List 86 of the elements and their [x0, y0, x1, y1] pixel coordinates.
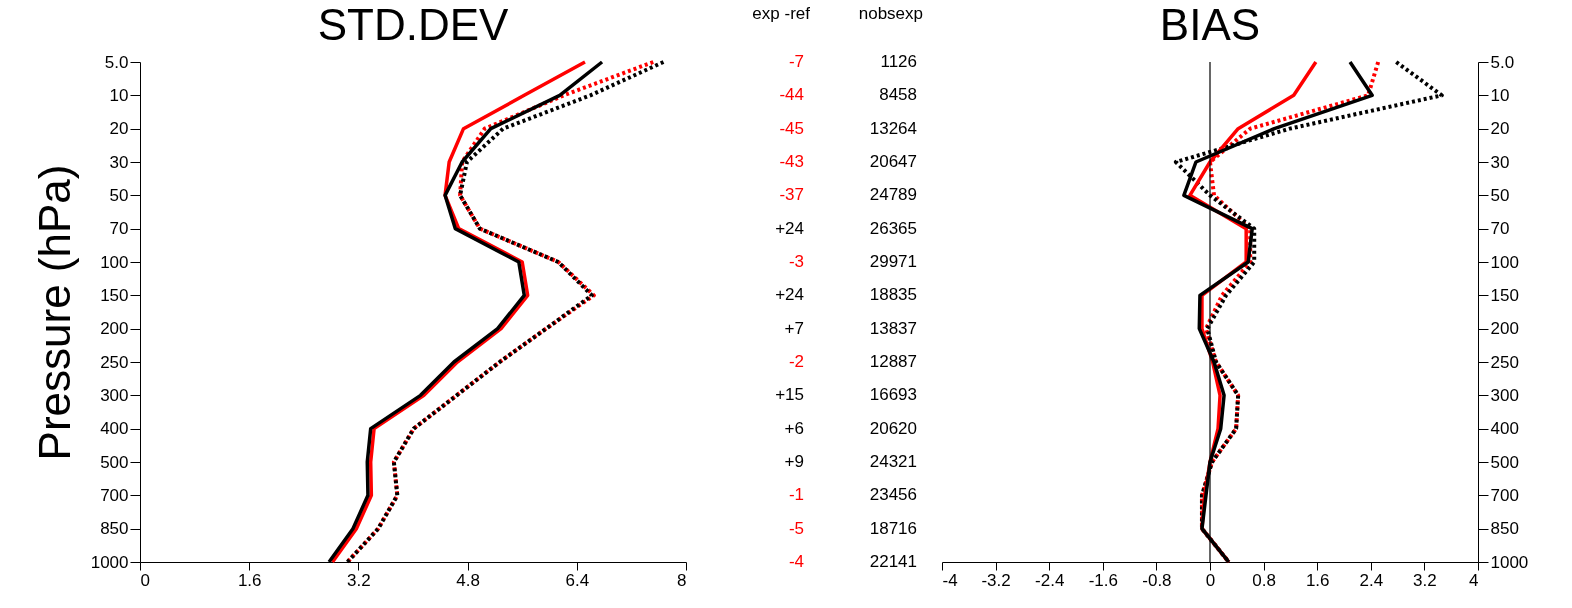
text: +24 — [775, 285, 804, 305]
x-tick-label: -3.2 — [981, 570, 1011, 590]
text: exp -ref — [752, 4, 811, 23]
y-tick-label: 50 — [1490, 185, 1510, 205]
y-tick-label: 5.0 — [104, 52, 129, 72]
x-tick-label: 0 — [140, 570, 150, 590]
y-tick-label: 100 — [1490, 252, 1519, 272]
text: -1 — [788, 485, 804, 505]
y-axis-title: Pressure (hPa) — [29, 164, 79, 461]
y-tick-label: 850 — [100, 519, 129, 539]
text: +6 — [784, 418, 804, 438]
x-tick-label: 2.4 — [1359, 570, 1384, 590]
text: -7 — [788, 52, 804, 71]
x-tick-label: 4.8 — [456, 570, 480, 590]
text: -3 — [788, 252, 804, 271]
x-tick-label: 8 — [677, 570, 687, 590]
text: 13264 — [869, 118, 917, 138]
text: -43 — [779, 152, 804, 171]
y-tick-label: 50 — [109, 185, 129, 205]
y-tick-label: 30 — [1490, 152, 1510, 172]
x-tick-label: 0 — [1205, 570, 1216, 590]
x-tick-label: 3.2 — [1413, 570, 1437, 590]
y-tick-label: 400 — [100, 419, 129, 439]
text: +24 — [775, 218, 804, 238]
text: -2 — [788, 352, 804, 371]
text: 12887 — [869, 352, 917, 371]
text: 22141 — [869, 552, 917, 571]
x-tick-label: 4 — [1469, 570, 1479, 590]
y-tick-label: 150 — [100, 285, 129, 305]
y-tick-label: 70 — [1490, 219, 1510, 239]
y-tick-label: 10 — [109, 85, 129, 105]
y-tick-label: 250 — [1490, 352, 1519, 372]
text: nobsexp — [858, 4, 923, 23]
text: 18716 — [869, 518, 917, 538]
y-tick-label: 1000 — [90, 552, 129, 572]
y-tick-label: 300 — [1490, 385, 1519, 405]
y-tick-label: 400 — [1490, 419, 1519, 439]
x-tick-label: 0.8 — [1252, 570, 1276, 590]
text: 16693 — [869, 385, 917, 405]
text: 24789 — [869, 185, 917, 205]
text: 13837 — [869, 318, 917, 338]
y-tick-label: 100 — [100, 252, 129, 272]
y-tick-label: 850 — [1490, 519, 1519, 539]
y-tick-label: 700 — [100, 485, 129, 505]
chart-title: STD.DEV — [317, 0, 509, 49]
text: 26365 — [869, 218, 917, 238]
x-tick-label: 1.6 — [237, 570, 262, 590]
x-tick-label: 3.2 — [347, 570, 371, 590]
text: 24321 — [869, 452, 917, 471]
y-tick-label: 5.0 — [1490, 52, 1515, 72]
text: 20620 — [869, 418, 917, 438]
text: -44 — [779, 85, 804, 105]
text: +7 — [784, 318, 804, 338]
text: 20647 — [869, 152, 917, 171]
x-tick-label: -1.6 — [1088, 570, 1118, 590]
text: -37 — [779, 185, 804, 205]
y-tick-label: 1000 — [1490, 552, 1529, 572]
y-tick-label: 10 — [1490, 85, 1510, 105]
x-tick-label: -0.8 — [1142, 570, 1172, 590]
text: 23456 — [869, 485, 917, 505]
text: 8458 — [879, 85, 917, 105]
y-tick-label: 20 — [109, 119, 129, 139]
y-tick-label: 30 — [109, 152, 129, 172]
chart-title: BIAS — [1159, 0, 1261, 49]
x-tick-label: -4 — [942, 570, 958, 590]
y-tick-label: 250 — [100, 352, 129, 372]
text: 1126 — [880, 52, 917, 71]
text: +9 — [784, 452, 804, 471]
y-tick-label: 200 — [1490, 319, 1519, 339]
x-tick-label: 6.4 — [565, 570, 590, 590]
y-tick-label: 200 — [100, 319, 129, 339]
y-tick-label: 20 — [1490, 119, 1510, 139]
y-tick-label: 150 — [1490, 285, 1519, 305]
text: 18835 — [869, 285, 917, 305]
text: -4 — [788, 552, 804, 571]
text: -5 — [788, 518, 804, 538]
x-tick-label: -2.4 — [1035, 570, 1065, 590]
y-tick-label: 700 — [1490, 485, 1519, 505]
y-tick-label: 300 — [100, 385, 129, 405]
text: -45 — [779, 118, 804, 138]
y-tick-label: 500 — [1490, 452, 1519, 472]
text: +15 — [775, 385, 804, 405]
text: 29971 — [869, 252, 917, 271]
y-tick-label: 70 — [109, 219, 129, 239]
x-tick-label: 1.6 — [1305, 570, 1330, 590]
y-tick-label: 500 — [100, 452, 129, 472]
